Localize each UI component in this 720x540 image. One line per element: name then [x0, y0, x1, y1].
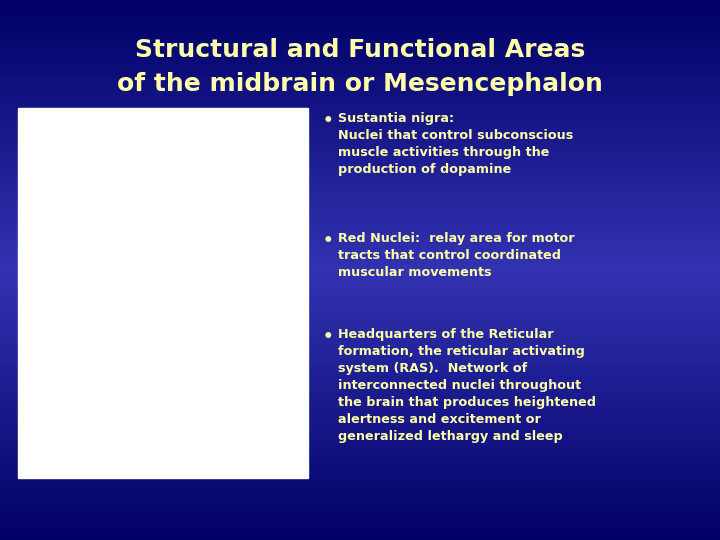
Text: •: •: [323, 328, 333, 346]
Text: Sustantia nigra:: Sustantia nigra:: [338, 112, 454, 125]
Text: Structural and Functional Areas: Structural and Functional Areas: [135, 38, 585, 62]
Text: of the midbrain or Mesencephalon: of the midbrain or Mesencephalon: [117, 72, 603, 96]
Text: •: •: [323, 232, 333, 250]
FancyBboxPatch shape: [18, 108, 308, 478]
Text: Headquarters of the Reticular
formation, the reticular activating
system (RAS). : Headquarters of the Reticular formation,…: [338, 328, 596, 443]
Text: •: •: [323, 112, 333, 130]
Text: Red Nuclei:  relay area for motor
tracts that control coordinated
muscular movem: Red Nuclei: relay area for motor tracts …: [338, 232, 575, 279]
Text: Nuclei that control subconscious
muscle activities through the
production of dop: Nuclei that control subconscious muscle …: [338, 129, 573, 176]
